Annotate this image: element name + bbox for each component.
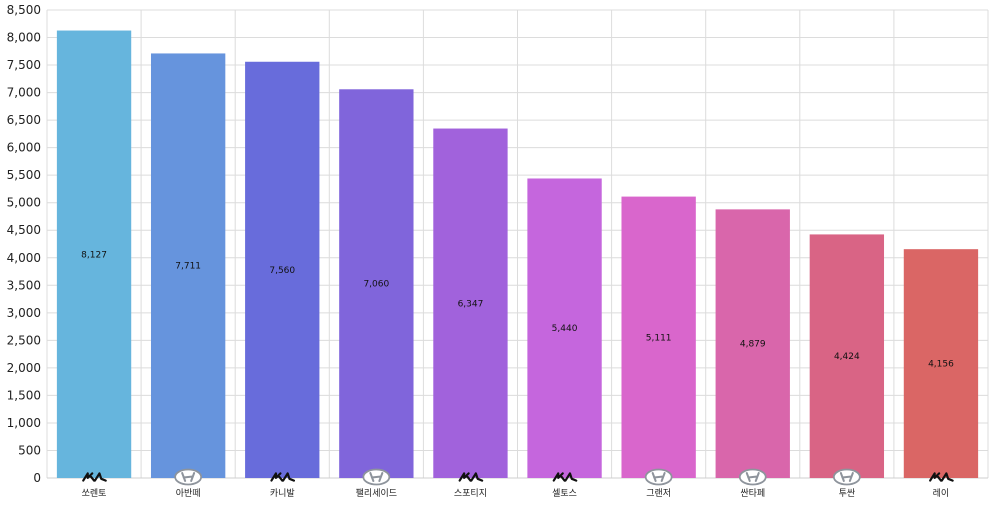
bar — [339, 89, 414, 479]
y-tick-label: 7,000 — [7, 86, 41, 100]
x-category-label: 팰리세이드 — [356, 487, 397, 499]
y-tick-label: 2,500 — [7, 333, 41, 347]
data-label: 7,560 — [269, 266, 295, 276]
hyundai-logo-icon — [362, 468, 391, 486]
data-label: 4,879 — [740, 340, 766, 350]
y-tick-label: 6,500 — [7, 113, 41, 127]
x-category-label: 싼타페 — [740, 488, 765, 499]
y-tick-label: 5,000 — [7, 196, 41, 210]
data-label: 6,347 — [458, 299, 484, 309]
y-tick-label: 6,000 — [7, 141, 41, 155]
x-category-label: 스포티지 — [454, 488, 487, 499]
brand-icons — [82, 468, 954, 486]
data-label: 4,156 — [928, 360, 954, 370]
kia-logo-icon — [82, 472, 107, 482]
y-tick-label: 5,500 — [7, 168, 41, 182]
kia-logo-icon — [458, 472, 484, 482]
x-category-label: 쏘렌토 — [82, 488, 107, 499]
y-tick-label: 8,500 — [7, 3, 41, 17]
x-category-label: 그랜저 — [646, 488, 671, 499]
hyundai-logo-icon — [832, 468, 861, 486]
bar — [715, 209, 790, 479]
x-category-label: 레이 — [933, 488, 950, 499]
kia-logo-icon — [270, 472, 296, 482]
bar — [245, 61, 320, 478]
data-label: 5,111 — [646, 333, 672, 343]
data-label: 5,440 — [552, 324, 578, 334]
y-tick-label: 0 — [33, 471, 41, 485]
bar — [56, 30, 132, 479]
data-label: 7,711 — [175, 262, 201, 272]
kia-logo-icon — [552, 472, 578, 482]
y-tick-label: 4,000 — [7, 251, 41, 265]
data-label: 4,424 — [834, 352, 860, 362]
hyundai-logo-icon — [738, 468, 767, 486]
y-tick-label: 4,500 — [7, 223, 41, 237]
y-tick-label: 1,000 — [7, 416, 41, 430]
hyundai-logo-icon — [174, 468, 203, 486]
x-category-label: 투싼 — [839, 488, 856, 499]
hyundai-logo-icon — [644, 468, 673, 486]
bars — [56, 30, 979, 479]
kia-logo-icon — [929, 472, 954, 482]
data-label: 8,127 — [81, 250, 107, 260]
x-category-label: 아반떼 — [176, 488, 201, 499]
y-tick-label: 1,500 — [7, 388, 41, 402]
x-category-label: 카니발 — [270, 488, 295, 499]
bar — [527, 178, 602, 479]
bar — [433, 128, 508, 479]
bar — [903, 249, 979, 478]
x-category-label: 셀토스 — [552, 488, 577, 499]
data-label: 7,060 — [363, 280, 389, 290]
y-tick-label: 7,500 — [7, 58, 41, 72]
y-tick-label: 500 — [18, 443, 41, 457]
y-tick-label: 3,000 — [7, 306, 41, 320]
y-axis-ticks: 0 500 1,000 1,500 2,000 2,500 3,000 3,500 4,000 4… — [7, 3, 41, 485]
y-tick-label: 8,000 — [7, 31, 41, 45]
bar — [809, 234, 885, 478]
bar — [621, 196, 696, 478]
x-axis-labels: 쏘렌토 아반떼 카니발 팰리세이드 스포티지 셀토스 그랜저 싼타페 투싼 레이 — [82, 487, 950, 499]
y-tick-label: 3,500 — [7, 278, 41, 292]
data-labels: 8,127 7,711 7,560 7,060 6,347 5,440 5,111 4,879… — [81, 250, 954, 369]
y-tick-label: 2,000 — [7, 361, 41, 375]
bar — [150, 53, 226, 479]
